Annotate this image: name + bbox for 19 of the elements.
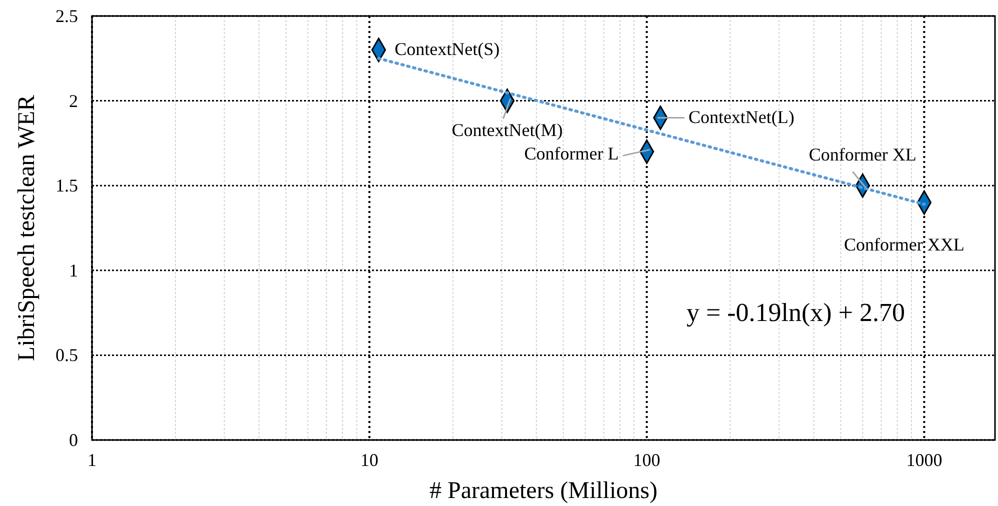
annotation: y = -0.19ln(x) + 2.70 [686, 298, 905, 327]
annotation: Conformer XXL [844, 234, 964, 255]
annotation: ContextNet(L) [688, 106, 794, 127]
y-tick-label: 2 [69, 90, 78, 111]
x-axis-title: # Parameters (Millions) [430, 478, 658, 504]
x-tick-label: 100 [633, 450, 660, 470]
y-tick-label: 1 [69, 260, 78, 280]
annotation: ContextNet(S) [394, 38, 500, 59]
x-tick-label: 1 [88, 450, 96, 470]
annotation: Conformer L [524, 144, 619, 164]
y-tick-label: 1.5 [56, 176, 78, 196]
x-tick-label: 1000 [906, 450, 942, 470]
y-tick-label: 0 [69, 430, 78, 450]
y-axis-title: LibriSpeech testclean WER [14, 94, 40, 362]
annotation: ContextNet(M) [452, 120, 563, 140]
y-tick-label: 0.5 [56, 345, 78, 366]
annotation: Conformer XL [808, 144, 916, 165]
y-tick-label: 2.5 [56, 6, 78, 26]
x-tick-label: 10 [360, 450, 378, 470]
